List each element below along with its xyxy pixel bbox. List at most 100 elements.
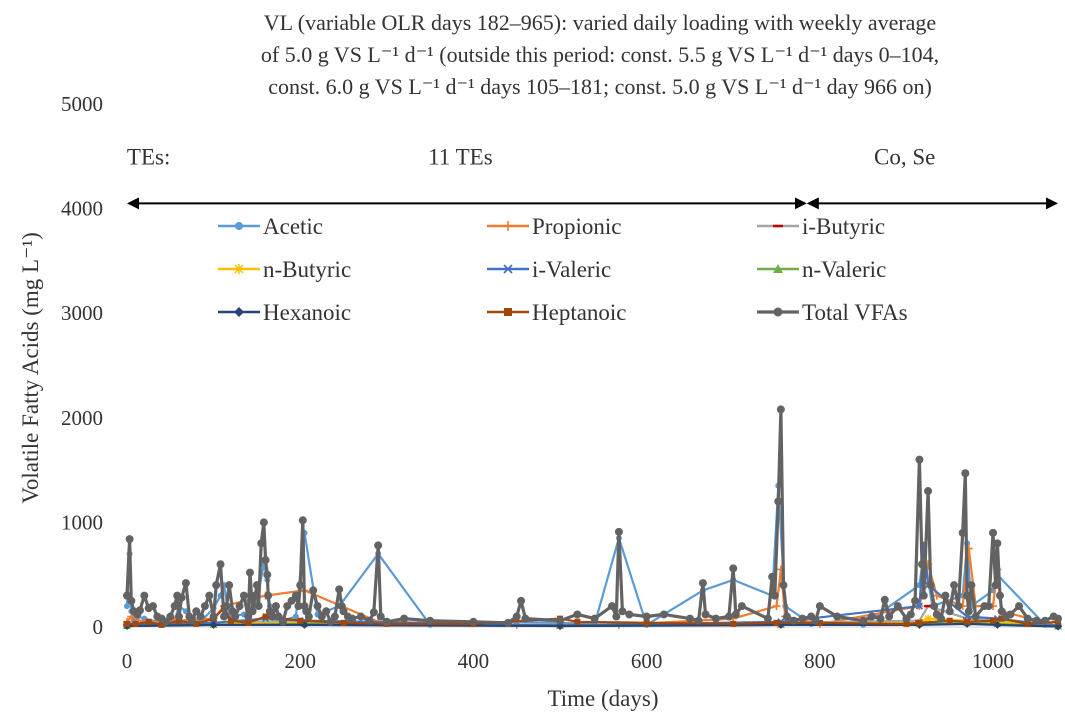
- chart-title-line-3: const. 6.0 g VS L⁻¹ d⁻¹ days 105–181; co…: [268, 74, 932, 99]
- data-point-marker: [209, 612, 218, 621]
- data-point-marker: [181, 579, 190, 588]
- data-point-marker: [231, 612, 240, 621]
- data-point-marker: [612, 612, 621, 621]
- data-point-marker: [607, 602, 616, 611]
- data-point-marker: [259, 518, 268, 527]
- data-point-marker: [701, 610, 710, 619]
- legend-item: Heptanoic: [487, 300, 627, 325]
- legend-item: i-Valeric: [487, 257, 611, 282]
- data-point-marker: [729, 564, 738, 573]
- data-point-marker: [915, 455, 924, 464]
- legend-item: Propionic: [487, 214, 621, 239]
- x-tick-label: 0: [122, 649, 133, 673]
- data-point-marker: [998, 615, 1005, 622]
- data-point-marker: [304, 612, 313, 621]
- data-point-marker: [340, 619, 347, 626]
- data-point-marker: [789, 616, 798, 625]
- data-point-marker: [833, 612, 842, 621]
- data-point-marker: [574, 618, 581, 625]
- data-point-marker: [573, 610, 582, 619]
- data-point-marker: [811, 616, 820, 625]
- legend-item: Total VFAs: [757, 300, 908, 325]
- x-tick-label: 400: [458, 649, 490, 673]
- data-point-marker: [937, 614, 946, 623]
- data-point-marker: [234, 307, 244, 317]
- data-point-marker: [245, 619, 252, 626]
- data-point-marker: [618, 607, 627, 616]
- data-point-marker: [239, 591, 248, 600]
- data-point-marker: [291, 591, 300, 600]
- data-point-marker: [930, 602, 939, 611]
- data-point-marker: [330, 612, 339, 621]
- data-point-marker: [924, 614, 933, 623]
- data-point-marker: [993, 539, 1002, 548]
- data-point-marker: [556, 616, 565, 625]
- data-point-marker: [148, 602, 157, 611]
- data-point-marker: [816, 619, 823, 626]
- data-point-marker: [235, 602, 244, 611]
- period-annotations: TEs: 11 TEs Co, Se: [127, 144, 1058, 210]
- data-point-marker: [958, 528, 967, 537]
- legend-label: Propionic: [532, 214, 621, 239]
- data-point-marker: [963, 591, 972, 600]
- legend-item: Acetic: [218, 214, 323, 239]
- data-point-marker: [731, 610, 740, 619]
- data-point-marker: [782, 612, 791, 621]
- data-point-marker: [257, 539, 266, 548]
- data-point-marker: [124, 603, 130, 610]
- legend-label: Heptanoic: [532, 300, 627, 325]
- data-point-marker: [919, 591, 928, 600]
- data-point-marker: [698, 579, 707, 588]
- data-point-marker: [251, 591, 260, 600]
- data-point-marker: [166, 612, 175, 621]
- data-point-marker: [685, 614, 694, 623]
- data-point-marker: [124, 620, 130, 627]
- data-point-marker: [374, 541, 383, 550]
- data-point-marker: [954, 602, 963, 611]
- legend-label: i-Butyric: [802, 214, 885, 239]
- y-tick-label: 3000: [61, 301, 103, 325]
- data-point-marker: [774, 497, 783, 506]
- data-point-marker: [1054, 614, 1062, 623]
- data-point-marker: [724, 612, 733, 621]
- data-point-marker: [245, 568, 254, 577]
- data-point-marker: [1032, 616, 1041, 625]
- data-point-marker: [222, 602, 231, 611]
- data-point-marker: [254, 602, 263, 611]
- data-point-marker: [918, 560, 927, 569]
- data-point-marker: [469, 617, 478, 626]
- data-point-marker: [924, 487, 933, 496]
- data-point-marker: [971, 612, 980, 621]
- data-point-marker: [322, 607, 331, 616]
- x-tick-label: 800: [804, 649, 836, 673]
- data-point-marker: [730, 620, 737, 627]
- data-point-marker: [262, 613, 269, 620]
- period-label-2: 11 TEs: [428, 144, 493, 169]
- legend-item: i-Butyric: [757, 214, 885, 239]
- legend: Acetic Propionic i-Butyric n-Butyric i-Valer…: [218, 214, 908, 325]
- data-point-marker: [906, 610, 915, 619]
- data-point-marker: [170, 602, 179, 611]
- data-point-marker: [187, 616, 196, 625]
- data-point-marker: [815, 602, 824, 611]
- data-point-marker: [193, 620, 200, 627]
- data-point-marker: [1023, 614, 1032, 623]
- data-point-marker: [248, 607, 257, 616]
- data-point-marker: [763, 614, 772, 623]
- data-point-marker: [776, 405, 785, 414]
- chart-title-line-2: of 5.0 g VS L⁻¹ d⁻¹ (outside this period…: [261, 42, 939, 67]
- period-label-3: Co, Se: [874, 144, 935, 169]
- data-point-marker: [1006, 610, 1015, 619]
- legend-label: Total VFAs: [802, 300, 908, 325]
- data-point-marker: [991, 581, 1000, 590]
- data-point-marker: [614, 527, 623, 536]
- data-point-marker: [961, 469, 970, 478]
- data-point-marker: [1024, 620, 1031, 627]
- data-point-marker: [964, 607, 973, 616]
- x-axis-ticks: 0 200 400 600 800 1000: [122, 649, 1014, 673]
- series-line: [125, 407, 1059, 625]
- legend-item: n-Butyric: [218, 257, 351, 282]
- data-point-marker: [642, 612, 651, 621]
- data-point-marker: [174, 612, 183, 621]
